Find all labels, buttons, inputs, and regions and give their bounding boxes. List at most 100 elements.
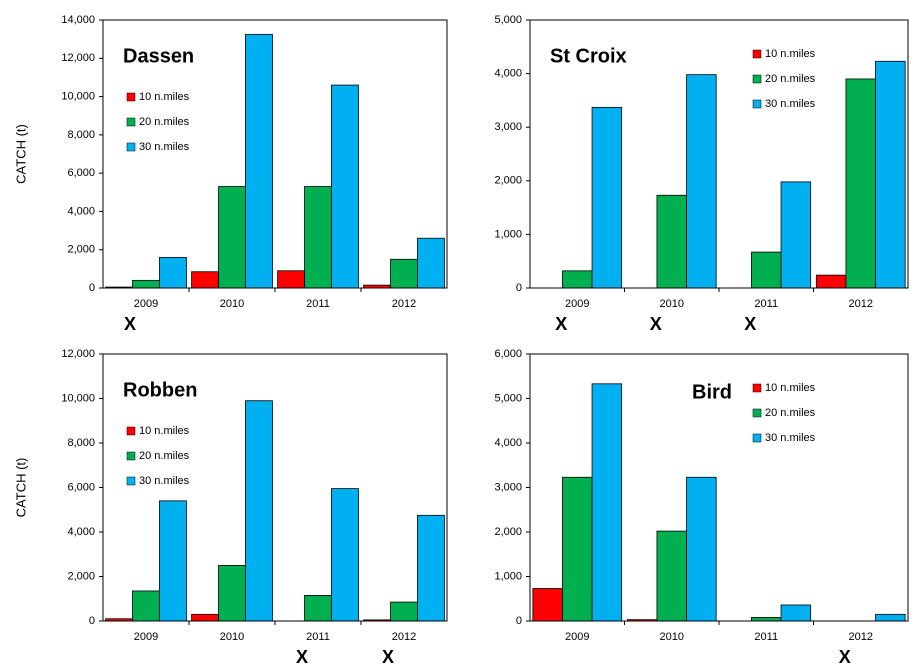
bar bbox=[780, 181, 812, 289]
bar bbox=[656, 194, 687, 289]
y-tick-label: 6,000 bbox=[67, 481, 95, 493]
y-tick-label: 5,000 bbox=[494, 14, 522, 26]
y-tick-label: 6,000 bbox=[494, 348, 522, 360]
y-tick-label: 2,000 bbox=[67, 570, 95, 582]
x-tick-label: 2010 bbox=[220, 298, 244, 310]
bar bbox=[815, 274, 847, 289]
y-tick-label: 2,000 bbox=[494, 526, 522, 538]
legend-swatch bbox=[752, 383, 762, 393]
y-tick-label: 0 bbox=[516, 282, 522, 294]
x-tick-label: 2011 bbox=[306, 298, 330, 310]
bar bbox=[417, 514, 445, 622]
bar bbox=[532, 588, 563, 622]
legend-label: 20 n.miles bbox=[139, 116, 190, 128]
bar bbox=[417, 237, 445, 289]
x-tick-label: 2009 bbox=[565, 631, 589, 643]
x-tick-label: 2010 bbox=[660, 631, 684, 643]
y-tick-label: 2,000 bbox=[494, 175, 522, 187]
annotation: X bbox=[382, 647, 394, 666]
bar bbox=[390, 258, 418, 289]
legend-label: 10 n.miles bbox=[139, 91, 190, 103]
annotation: X bbox=[296, 647, 308, 666]
legend-swatch bbox=[752, 49, 762, 59]
x-tick-label: 2012 bbox=[392, 631, 416, 643]
legend-swatch bbox=[126, 426, 136, 436]
legend-label: 10 n.miles bbox=[765, 48, 816, 60]
annotation: X bbox=[744, 314, 756, 334]
x-tick-label: 2011 bbox=[754, 298, 778, 310]
y-tick-label: 1,000 bbox=[494, 570, 522, 582]
annotation: X bbox=[555, 314, 567, 334]
bar bbox=[277, 270, 305, 289]
bar bbox=[751, 251, 782, 289]
legend-swatch bbox=[752, 99, 762, 109]
legend-swatch bbox=[126, 117, 136, 127]
y-tick-label: 12,000 bbox=[61, 348, 95, 360]
y-tick-label: 1,000 bbox=[494, 228, 522, 240]
chart-title: Dassen bbox=[123, 45, 194, 67]
x-tick-label: 2009 bbox=[134, 298, 158, 310]
bar bbox=[304, 186, 332, 289]
bar bbox=[591, 383, 623, 622]
legend-swatch bbox=[126, 92, 136, 102]
x-tick-label: 2011 bbox=[754, 631, 778, 643]
y-tick-label: 8,000 bbox=[67, 437, 95, 449]
y-axis-label: CATCH (t) bbox=[13, 458, 28, 518]
y-tick-label: 3,000 bbox=[494, 481, 522, 493]
bar bbox=[132, 590, 160, 622]
legend-label: 10 n.miles bbox=[765, 382, 816, 394]
x-tick-label: 2012 bbox=[849, 298, 873, 310]
x-tick-label: 2012 bbox=[849, 631, 873, 643]
bar bbox=[591, 106, 623, 289]
chart-title: Robben bbox=[123, 379, 197, 401]
bar bbox=[245, 33, 273, 289]
legend-label: 30 n.miles bbox=[765, 98, 816, 110]
x-tick-label: 2011 bbox=[306, 631, 330, 643]
bar bbox=[218, 564, 246, 622]
x-tick-label: 2012 bbox=[392, 298, 416, 310]
bar bbox=[562, 270, 593, 289]
legend-swatch bbox=[126, 476, 136, 486]
legend-swatch bbox=[126, 451, 136, 461]
bar bbox=[159, 256, 187, 289]
bar bbox=[304, 595, 332, 622]
plot-frame bbox=[102, 353, 448, 622]
bar bbox=[656, 530, 687, 622]
y-tick-label: 4,000 bbox=[494, 437, 522, 449]
bar bbox=[751, 617, 782, 622]
bar bbox=[245, 400, 273, 622]
plot-frame bbox=[529, 353, 909, 622]
legend-swatch bbox=[752, 433, 762, 443]
y-tick-label: 10,000 bbox=[61, 90, 95, 102]
plot-frame bbox=[529, 19, 909, 289]
legend-label: 20 n.miles bbox=[765, 407, 816, 419]
bar bbox=[191, 271, 219, 289]
bar bbox=[132, 279, 160, 289]
bar bbox=[218, 186, 246, 289]
bar bbox=[780, 604, 812, 622]
legend-swatch bbox=[752, 74, 762, 84]
bar bbox=[875, 613, 906, 622]
legend-label: 20 n.miles bbox=[139, 450, 190, 462]
x-tick-label: 2010 bbox=[660, 298, 684, 310]
bar bbox=[686, 476, 717, 622]
y-tick-label: 0 bbox=[89, 615, 95, 627]
y-tick-label: 6,000 bbox=[67, 167, 95, 179]
bar bbox=[875, 60, 906, 289]
bar bbox=[845, 78, 876, 289]
legend-swatch bbox=[752, 408, 762, 418]
annotation: X bbox=[839, 647, 851, 666]
y-tick-label: 12,000 bbox=[61, 52, 95, 64]
y-tick-label: 4,000 bbox=[67, 526, 95, 538]
x-tick-label: 2010 bbox=[220, 631, 244, 643]
y-tick-label: 4,000 bbox=[67, 205, 95, 217]
y-tick-label: 2,000 bbox=[67, 244, 95, 256]
annotation: X bbox=[124, 314, 136, 334]
legend-label: 10 n.miles bbox=[139, 425, 190, 437]
x-tick-label: 2009 bbox=[134, 631, 158, 643]
annotation: X bbox=[650, 314, 662, 334]
y-tick-label: 3,000 bbox=[494, 121, 522, 133]
bar bbox=[331, 84, 359, 289]
plot-frame bbox=[102, 19, 448, 289]
